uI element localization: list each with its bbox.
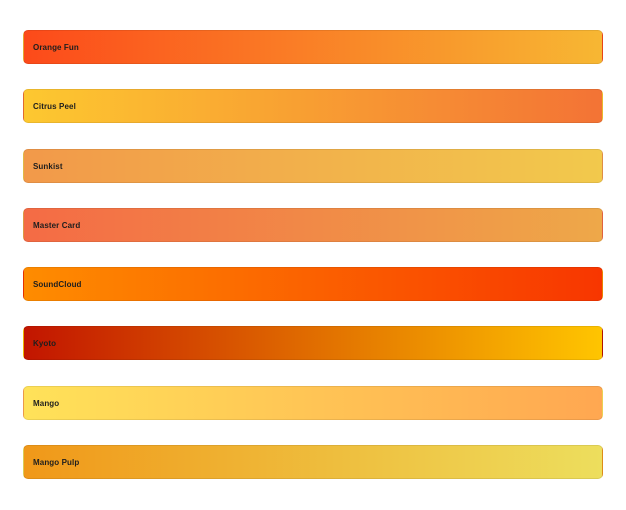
gradient-label: Mango bbox=[33, 398, 60, 408]
gradient-label: Orange Fun bbox=[33, 42, 79, 52]
gradient-bar-sunkist[interactable]: Sunkist bbox=[23, 149, 603, 183]
gradient-bar-kyoto[interactable]: Kyoto bbox=[23, 326, 603, 360]
gradient-label: Kyoto bbox=[33, 338, 57, 348]
gradient-label: Mango Pulp bbox=[33, 457, 80, 467]
gradient-bar-mango[interactable]: Mango bbox=[23, 386, 603, 420]
gradient-bar-soundcloud[interactable]: SoundCloud bbox=[23, 267, 603, 301]
gradient-label: Citrus Peel bbox=[33, 101, 76, 111]
gradient-label: Sunkist bbox=[33, 161, 63, 171]
gradient-bar-mango-pulp[interactable]: Mango Pulp bbox=[23, 445, 603, 479]
gradient-label: SoundCloud bbox=[33, 279, 82, 289]
gradient-bar-master-card[interactable]: Master Card bbox=[23, 208, 603, 242]
gradient-label: Master Card bbox=[33, 220, 81, 230]
gradient-bar-citrus-peel[interactable]: Citrus Peel bbox=[23, 89, 603, 123]
gradient-bar-orange-fun[interactable]: Orange Fun bbox=[23, 30, 603, 64]
